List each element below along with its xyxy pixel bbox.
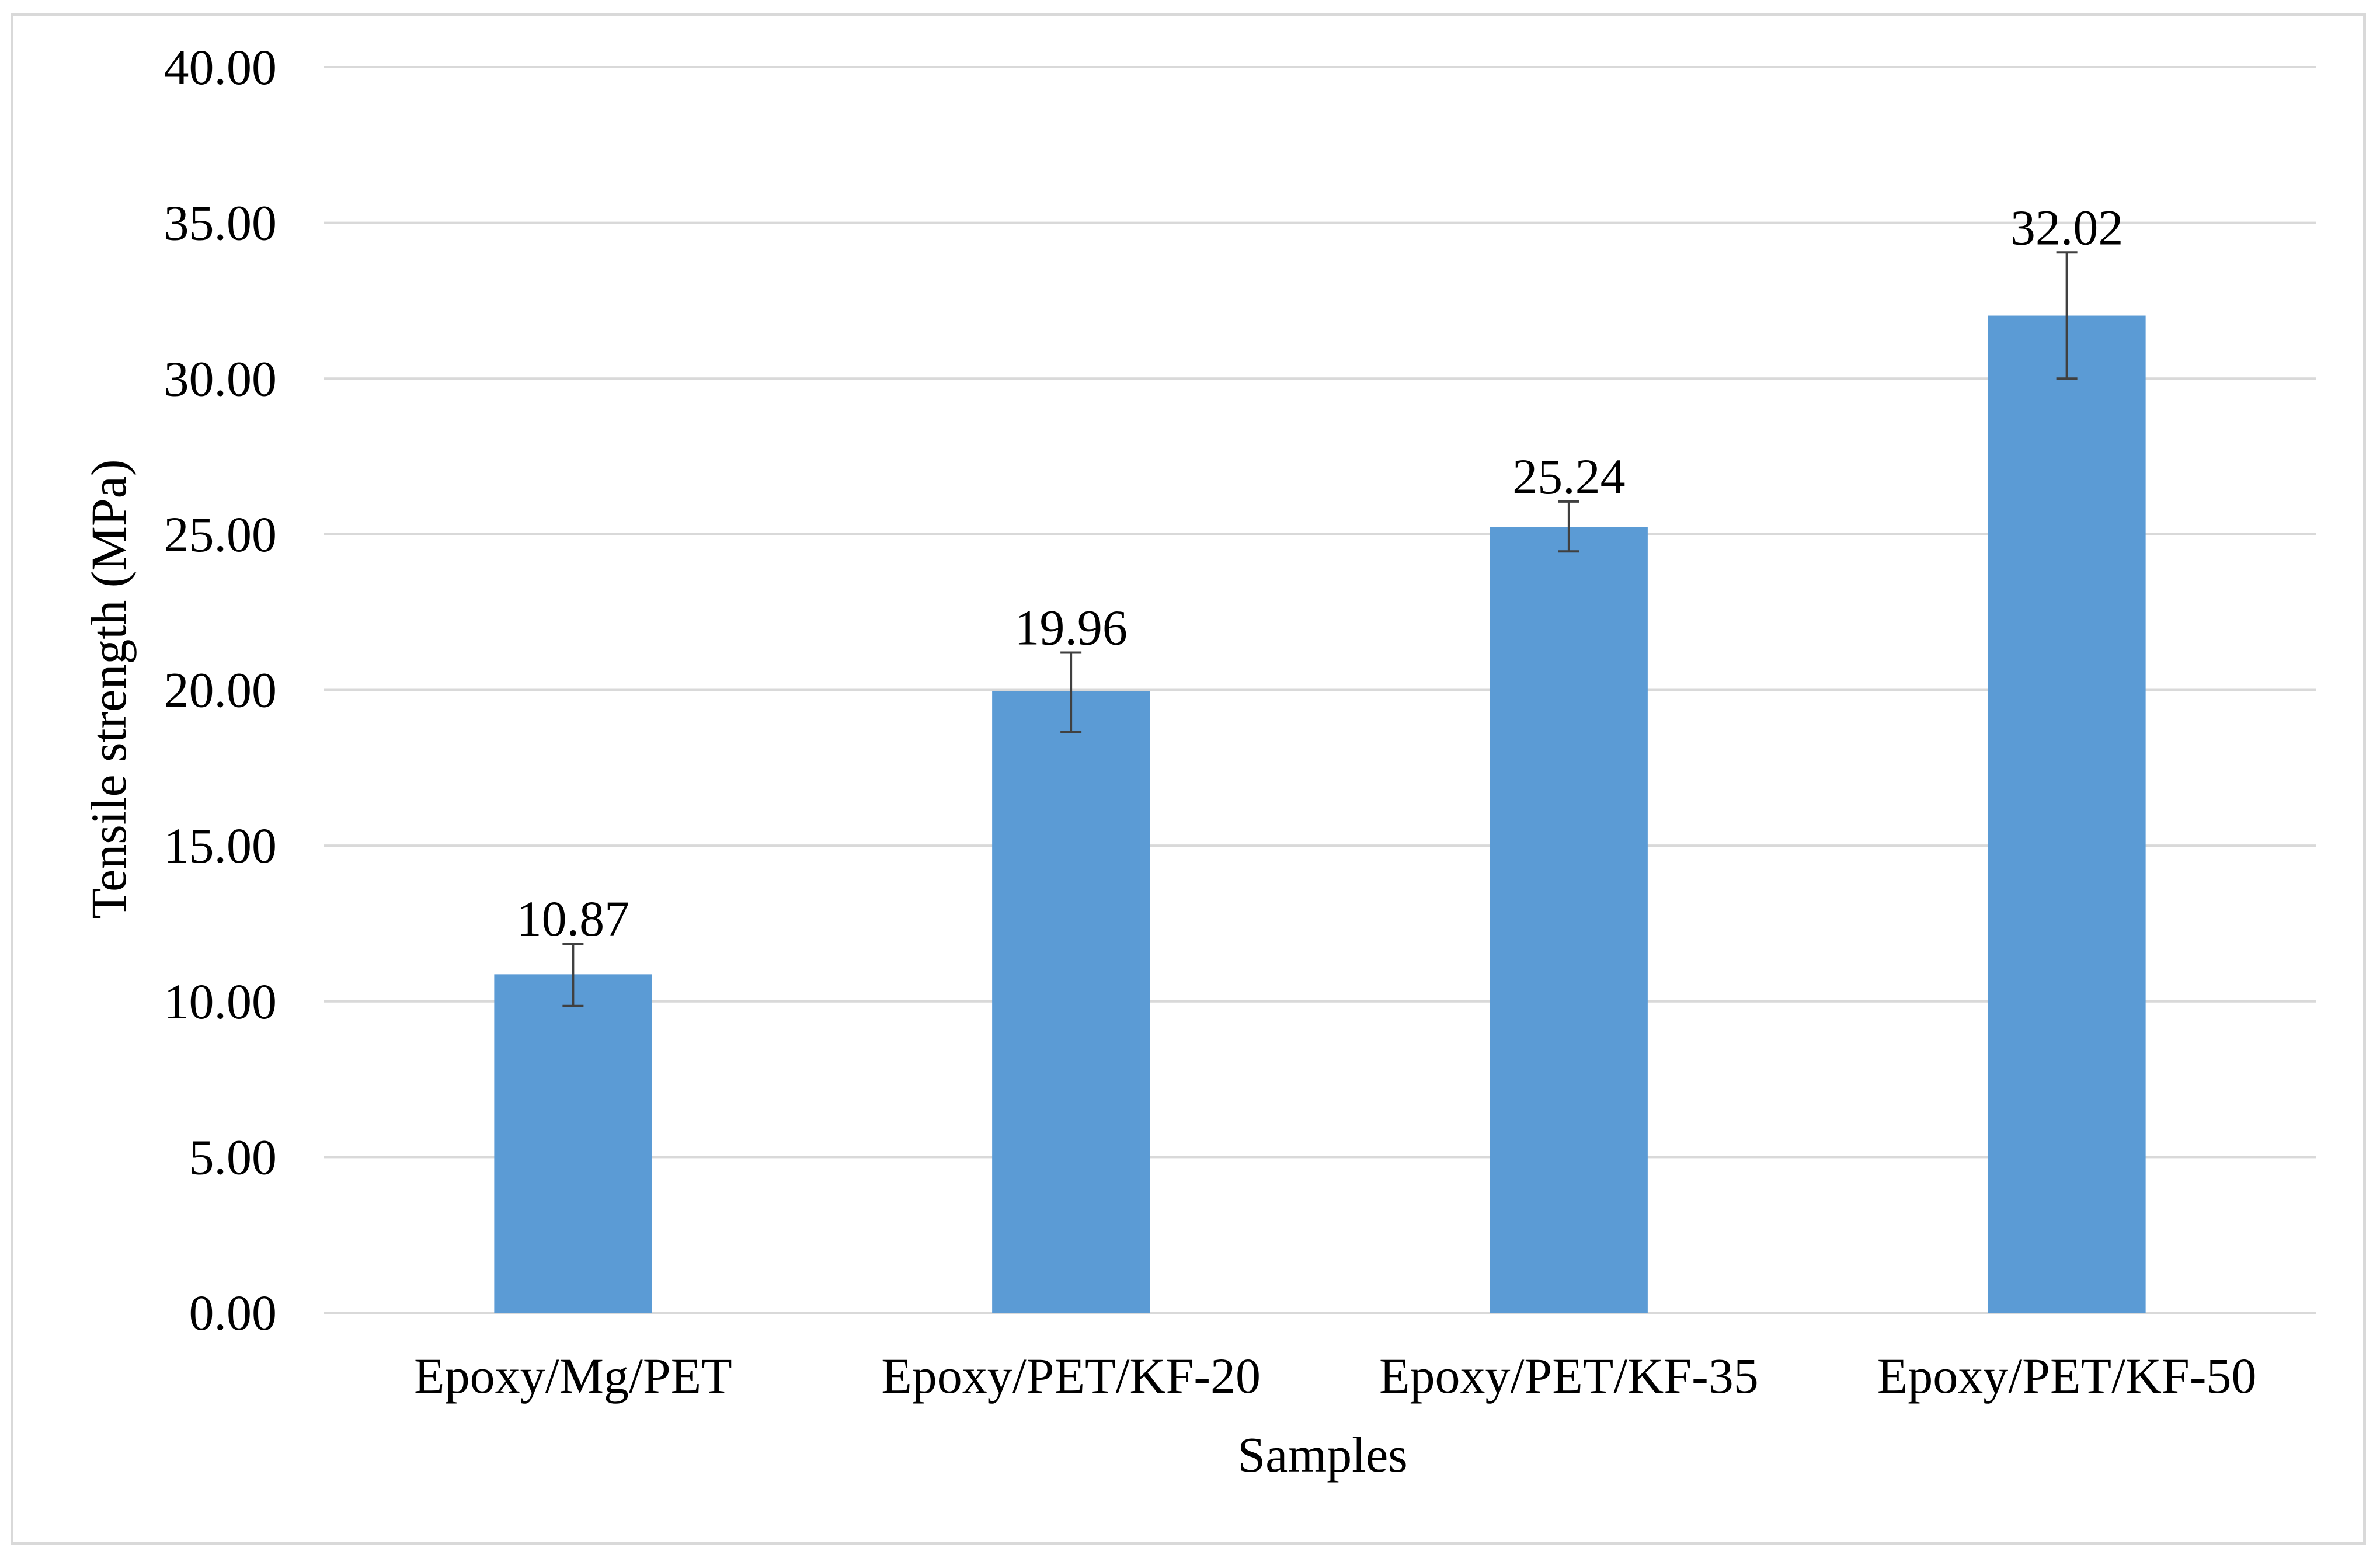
- data-label: 25.24: [1512, 448, 1626, 505]
- bar: [494, 974, 652, 1313]
- x-axis-ticks: Epoxy/Mg/PET Epoxy/PET/KF-20 Epoxy/PET/KF-…: [414, 1348, 2256, 1404]
- error-bar: [1060, 651, 1082, 733]
- bar: [1988, 315, 2146, 1313]
- y-axis-title: Tensile strength (MPa): [81, 460, 137, 919]
- y-tick-label: 20.00: [164, 662, 277, 718]
- y-tick-label: 10.00: [164, 973, 277, 1030]
- error-bar: [562, 943, 584, 1007]
- error-bar: [2056, 251, 2078, 380]
- bar: [992, 691, 1150, 1313]
- bar: [1490, 527, 1648, 1313]
- y-tick-label: 35.00: [164, 195, 277, 251]
- y-tick-label: 40.00: [164, 39, 277, 95]
- y-tick-label: 30.00: [164, 350, 277, 406]
- chart-frame: [11, 13, 2366, 1545]
- gridlines: [324, 66, 2316, 1314]
- data-label: 19.96: [1014, 600, 1128, 656]
- data-label: 10.87: [517, 891, 630, 947]
- y-tick-label: 0.00: [189, 1285, 277, 1341]
- data-labels: 10.87 19.96 25.24 32.02: [517, 199, 2124, 947]
- x-tick-label: Epoxy/PET/KF-20: [881, 1348, 1261, 1404]
- x-tick-label: Epoxy/PET/KF-50: [1877, 1348, 2257, 1404]
- x-tick-label: Epoxy/Mg/PET: [414, 1348, 732, 1404]
- error-bar: [1558, 500, 1579, 553]
- data-label: 32.02: [2010, 199, 2124, 255]
- y-axis-ticks: 0.00 5.00 10.00 15.00 20.00 25.00 30.00 35.00 40…: [164, 39, 277, 1341]
- x-axis-title: Samples: [1237, 1427, 1407, 1483]
- y-tick-label: 25.00: [164, 506, 277, 562]
- x-tick-label: Epoxy/PET/KF-35: [1379, 1348, 1759, 1404]
- y-tick-label: 15.00: [164, 818, 277, 874]
- y-tick-label: 5.00: [189, 1129, 277, 1185]
- error-bars: [562, 251, 2078, 1007]
- bars: [494, 315, 2146, 1313]
